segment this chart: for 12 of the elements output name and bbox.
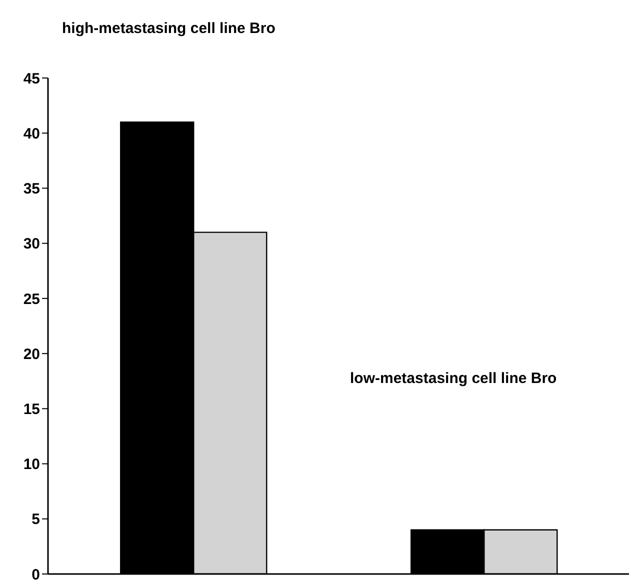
y-tick-label: 40 [23,125,40,142]
y-tick-label: 5 [32,511,40,528]
y-tick-label: 10 [23,456,40,474]
y-tick-label: 45 [23,70,40,88]
y-tick-label: 25 [23,290,40,308]
y-tick-label: 35 [23,180,40,198]
y-tick-label: 20 [23,346,40,363]
y-tick-label: 0 [32,566,40,584]
y-tick-label: 30 [23,236,40,253]
chart-title: high-metastasing cell line Bro [62,20,276,37]
annotation: low-metastasing cell line Bro [350,370,557,387]
y-tick-label: 15 [23,400,40,418]
